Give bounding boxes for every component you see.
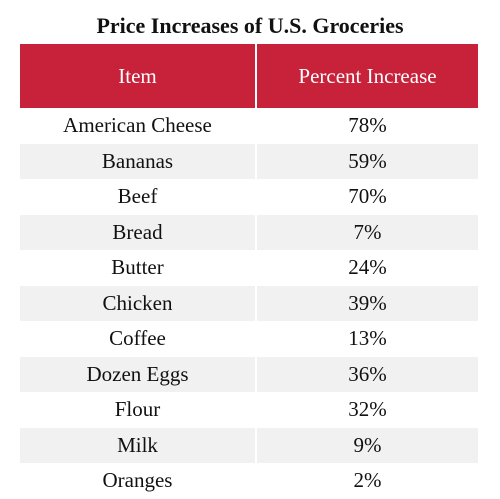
percent-cell: 2%: [353, 468, 382, 493]
table-row: Oranges 2%: [20, 463, 478, 499]
column-header-percent-increase: Percent Increase: [298, 63, 437, 88]
table-row: American Cheese 78%: [20, 108, 478, 144]
item-cell: Coffee: [20, 321, 257, 357]
table-row: Chicken 39%: [20, 285, 478, 321]
table-row: Bread 7%: [20, 214, 478, 250]
percent-cell: 13%: [348, 326, 387, 351]
table-row: Butter 24%: [20, 250, 478, 286]
table-row: Coffee 13%: [20, 321, 478, 357]
item-cell: Bananas: [20, 143, 257, 179]
percent-cell: 78%: [348, 113, 387, 138]
item-cell: Dozen Eggs: [20, 356, 257, 392]
page-title: Price Increases of U.S. Groceries: [96, 13, 404, 38]
item-cell: Milk: [20, 427, 257, 463]
table-header-row: Item Percent Increase: [20, 44, 478, 108]
percent-cell: 39%: [348, 290, 387, 315]
percent-cell: 9%: [353, 432, 382, 457]
table-row: Beef 70%: [20, 179, 478, 215]
item-cell: American Cheese: [20, 108, 257, 144]
percent-cell: 7%: [353, 219, 382, 244]
table-row: Bananas 59%: [20, 143, 478, 179]
percent-cell: 59%: [348, 148, 387, 173]
table-row: Dozen Eggs 36%: [20, 356, 478, 392]
item-cell: Beef: [20, 179, 257, 215]
item-cell: Chicken: [20, 285, 257, 321]
item-cell: Bread: [20, 214, 257, 250]
item-cell: Butter: [20, 250, 257, 286]
percent-cell: 24%: [348, 255, 387, 280]
percent-cell: 70%: [348, 184, 387, 209]
table-row: Flour 32%: [20, 392, 478, 428]
column-header-item: Item: [20, 44, 257, 108]
percent-cell: 36%: [348, 361, 387, 386]
price-table: Item Percent Increase American Cheese 78…: [20, 44, 478, 499]
item-cell: Oranges: [20, 463, 257, 499]
percent-cell: 32%: [348, 397, 387, 422]
item-cell: Flour: [20, 392, 257, 428]
table-row: Milk 9%: [20, 427, 478, 463]
